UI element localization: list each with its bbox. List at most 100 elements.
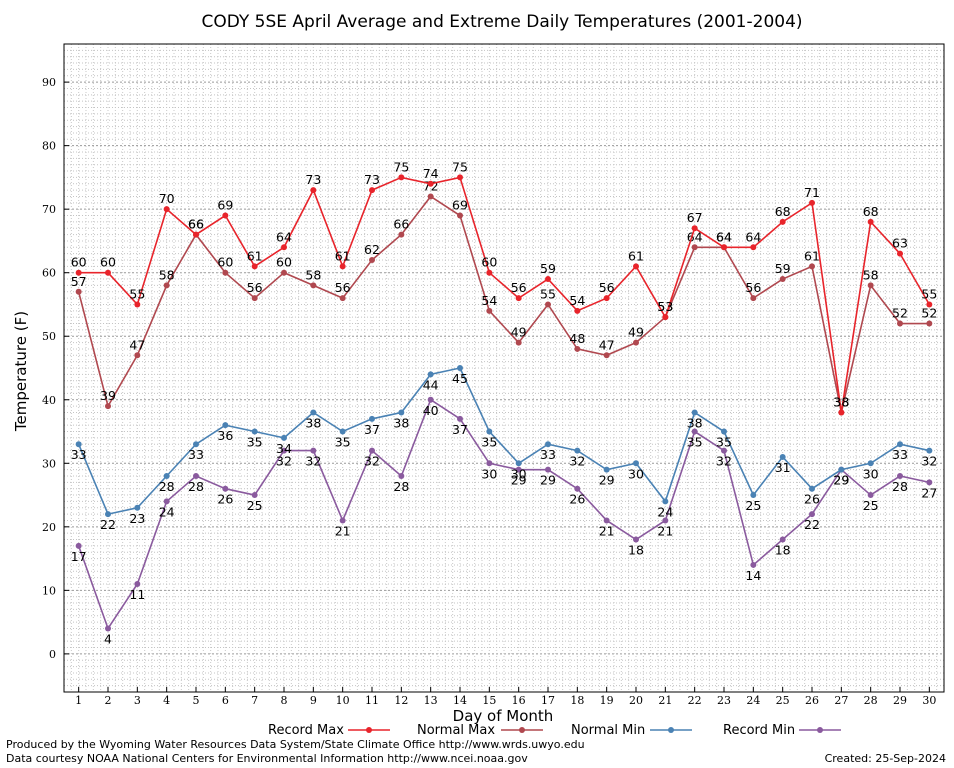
data-label: 64 bbox=[276, 229, 292, 244]
data-point bbox=[398, 231, 405, 238]
data-label: 49 bbox=[511, 325, 527, 340]
x-tick-label: 5 bbox=[193, 694, 200, 707]
y-tick-label: 30 bbox=[42, 457, 56, 470]
data-point bbox=[603, 352, 610, 359]
data-label: 48 bbox=[569, 331, 585, 346]
data-label: 61 bbox=[628, 248, 644, 263]
data-point bbox=[515, 295, 522, 302]
data-label: 21 bbox=[657, 523, 673, 538]
x-tick-label: 17 bbox=[541, 694, 555, 707]
data-point bbox=[750, 244, 757, 251]
data-point bbox=[222, 422, 229, 429]
x-tick-label: 1 bbox=[75, 694, 82, 707]
data-label: 39 bbox=[100, 388, 116, 403]
data-point bbox=[603, 295, 610, 302]
x-tick-label: 26 bbox=[805, 694, 819, 707]
x-tick-label: 7 bbox=[251, 694, 258, 707]
data-point bbox=[75, 288, 82, 295]
data-label: 58 bbox=[863, 267, 879, 282]
data-point bbox=[515, 339, 522, 346]
data-point bbox=[574, 345, 581, 352]
data-point bbox=[398, 174, 405, 181]
data-label: 64 bbox=[716, 229, 732, 244]
data-label: 66 bbox=[188, 217, 204, 232]
data-label: 32 bbox=[305, 454, 321, 469]
data-point bbox=[750, 295, 757, 302]
data-label: 68 bbox=[775, 204, 791, 219]
data-point bbox=[809, 199, 815, 206]
data-point bbox=[691, 225, 698, 232]
data-label: 49 bbox=[628, 325, 644, 340]
y-tick-label: 20 bbox=[42, 521, 56, 534]
credit-line-1: Produced by the Wyoming Water Resources … bbox=[6, 738, 585, 751]
data-point bbox=[310, 282, 317, 289]
x-tick-label: 19 bbox=[600, 694, 614, 707]
data-label: 55 bbox=[129, 286, 145, 301]
data-point bbox=[134, 301, 141, 308]
data-point bbox=[486, 428, 493, 435]
data-point bbox=[427, 396, 434, 403]
y-tick-label: 60 bbox=[42, 267, 56, 280]
data-label: 60 bbox=[217, 255, 233, 270]
data-point bbox=[926, 447, 933, 454]
data-label: 33 bbox=[71, 447, 87, 462]
data-point bbox=[750, 492, 757, 499]
data-label: 47 bbox=[599, 337, 615, 352]
data-point bbox=[427, 180, 434, 187]
data-point bbox=[134, 581, 141, 587]
data-point bbox=[398, 473, 405, 479]
data-point bbox=[163, 206, 170, 213]
data-point bbox=[897, 473, 903, 479]
data-point bbox=[545, 301, 551, 308]
series-line bbox=[77, 398, 930, 631]
data-label: 56 bbox=[745, 280, 761, 295]
data-label: 33 bbox=[892, 447, 908, 462]
x-tick-label: 15 bbox=[482, 694, 496, 707]
data-point bbox=[721, 447, 727, 454]
data-point bbox=[251, 263, 258, 270]
data-point bbox=[926, 320, 933, 327]
data-point bbox=[105, 625, 111, 632]
data-label: 60 bbox=[481, 255, 497, 270]
legend-item: Normal Max bbox=[417, 723, 543, 738]
data-label: 75 bbox=[393, 159, 409, 174]
data-label: 38 bbox=[833, 394, 849, 409]
data-label: 52 bbox=[892, 306, 908, 321]
data-label: 66 bbox=[188, 217, 204, 232]
data-label: 35 bbox=[716, 435, 732, 450]
data-label: 60 bbox=[100, 255, 116, 270]
data-label: 25 bbox=[745, 498, 761, 513]
data-point bbox=[457, 415, 463, 422]
data-label: 44 bbox=[423, 377, 439, 392]
data-point bbox=[633, 460, 639, 467]
data-point bbox=[222, 212, 229, 219]
data-point bbox=[75, 441, 82, 448]
data-point bbox=[809, 511, 815, 518]
x-tick-label: 13 bbox=[424, 694, 438, 707]
data-point bbox=[779, 453, 786, 460]
data-label: 34 bbox=[276, 441, 292, 456]
data-label: 74 bbox=[423, 166, 439, 181]
data-point bbox=[105, 403, 111, 410]
data-label: 58 bbox=[305, 267, 321, 282]
data-point bbox=[281, 244, 287, 251]
data-point bbox=[867, 218, 874, 225]
data-label: 14 bbox=[745, 568, 761, 583]
data-point bbox=[809, 263, 815, 270]
x-tick-label: 27 bbox=[834, 694, 848, 707]
data-label: 64 bbox=[745, 229, 761, 244]
x-tick-label: 18 bbox=[570, 694, 584, 707]
data-label: 61 bbox=[804, 248, 820, 263]
y-tick-label: 80 bbox=[42, 140, 56, 153]
data-point bbox=[310, 447, 317, 454]
data-point bbox=[369, 447, 375, 454]
data-label: 56 bbox=[247, 280, 263, 295]
data-label: 22 bbox=[100, 517, 116, 532]
x-axis-title: Day of Month bbox=[453, 707, 554, 725]
grid bbox=[63, 43, 945, 693]
data-label: 26 bbox=[569, 492, 585, 507]
x-tick-label: 6 bbox=[222, 694, 229, 707]
data-point bbox=[193, 473, 199, 479]
data-point bbox=[369, 257, 375, 263]
